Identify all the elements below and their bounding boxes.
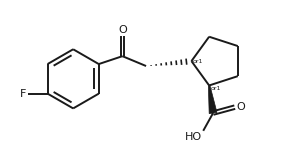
- Text: HO: HO: [185, 132, 202, 142]
- Text: or1: or1: [211, 86, 222, 91]
- Text: O: O: [118, 25, 127, 35]
- Polygon shape: [208, 85, 217, 114]
- Text: F: F: [20, 89, 26, 99]
- Text: O: O: [237, 102, 245, 112]
- Text: or1: or1: [192, 59, 203, 64]
